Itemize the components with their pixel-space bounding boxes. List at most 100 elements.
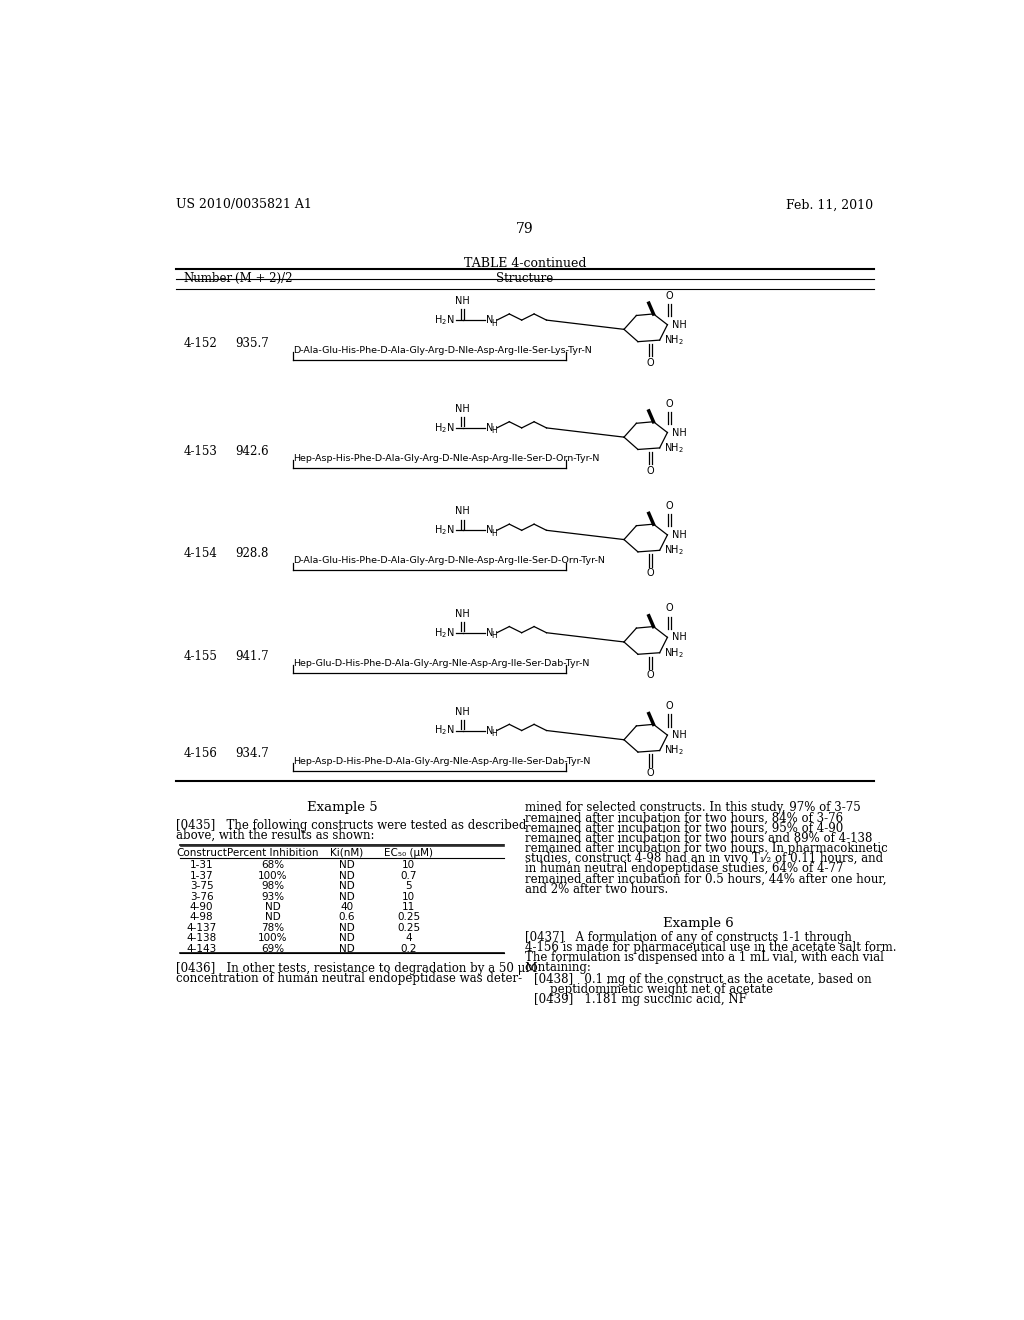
Text: peptidomimetic weight net of acetate: peptidomimetic weight net of acetate bbox=[550, 983, 772, 997]
Text: 93%: 93% bbox=[261, 891, 285, 902]
Text: above, with the results as shown:: above, with the results as shown: bbox=[176, 829, 375, 842]
Text: [0439]   1.181 mg succinic acid, NF: [0439] 1.181 mg succinic acid, NF bbox=[535, 993, 746, 1006]
Text: N: N bbox=[486, 525, 494, 536]
Text: containing:: containing: bbox=[524, 961, 592, 974]
Text: [0438]   0.1 mg of the construct as the acetate, based on: [0438] 0.1 mg of the construct as the ac… bbox=[535, 973, 871, 986]
Text: 3-76: 3-76 bbox=[189, 891, 213, 902]
Text: EC₅₀ (μM): EC₅₀ (μM) bbox=[384, 847, 433, 858]
Text: O: O bbox=[646, 671, 654, 680]
Text: H: H bbox=[492, 529, 498, 537]
Text: 100%: 100% bbox=[258, 871, 288, 880]
Text: studies, construct 4-98 had an in vivo T₁⁄₂ of 0.11 hours, and: studies, construct 4-98 had an in vivo T… bbox=[524, 853, 883, 865]
Text: O: O bbox=[646, 466, 654, 475]
Text: Hep-Asp-D-His-Phe-D-Ala-Gly-Arg-Nle-Asp-Arg-Ile-Ser-Dab-Tyr-N: Hep-Asp-D-His-Phe-D-Ala-Gly-Arg-Nle-Asp-… bbox=[293, 756, 591, 766]
Text: remained after incubation for two hours, 95% of 4-90: remained after incubation for two hours,… bbox=[524, 821, 843, 834]
Text: 4-154: 4-154 bbox=[183, 548, 218, 560]
Text: 5: 5 bbox=[406, 882, 412, 891]
Text: H: H bbox=[492, 426, 498, 436]
Text: O: O bbox=[646, 768, 654, 779]
Text: Ki(nM): Ki(nM) bbox=[330, 847, 364, 858]
Text: 4-152: 4-152 bbox=[183, 337, 217, 350]
Text: 4-143: 4-143 bbox=[186, 944, 217, 953]
Text: 0.2: 0.2 bbox=[400, 944, 417, 953]
Text: H: H bbox=[492, 729, 498, 738]
Text: N: N bbox=[486, 422, 494, 433]
Text: D-Ala-Glu-His-Phe-D-Ala-Gly-Arg-D-Nle-Asp-Arg-Ile-Ser-D-Orn-Tyr-N: D-Ala-Glu-His-Phe-D-Ala-Gly-Arg-D-Nle-As… bbox=[293, 557, 605, 565]
Text: 4-137: 4-137 bbox=[186, 923, 217, 933]
Text: ND: ND bbox=[339, 923, 354, 933]
Text: US 2010/0035821 A1: US 2010/0035821 A1 bbox=[176, 198, 312, 211]
Text: ND: ND bbox=[339, 871, 354, 880]
Text: NH$_2$: NH$_2$ bbox=[664, 333, 683, 347]
Text: H$_2$N: H$_2$N bbox=[434, 421, 455, 434]
Text: [0435]   The following constructs were tested as described: [0435] The following constructs were tes… bbox=[176, 818, 526, 832]
Text: Example 6: Example 6 bbox=[663, 917, 734, 929]
Text: NH: NH bbox=[456, 296, 470, 306]
Text: NH: NH bbox=[672, 632, 687, 643]
Text: remained after incubation for two hours, 84% of 3-76: remained after incubation for two hours,… bbox=[524, 812, 843, 825]
Text: NH$_2$: NH$_2$ bbox=[664, 544, 683, 557]
Text: 4-98: 4-98 bbox=[189, 912, 213, 923]
Text: 98%: 98% bbox=[261, 882, 285, 891]
Text: 3-75: 3-75 bbox=[189, 882, 213, 891]
Text: NH: NH bbox=[672, 730, 687, 741]
Text: NH$_2$: NH$_2$ bbox=[664, 743, 683, 758]
Text: ND: ND bbox=[339, 861, 354, 870]
Text: NH$_2$: NH$_2$ bbox=[664, 645, 683, 660]
Text: NH: NH bbox=[456, 507, 470, 516]
Text: 4-153: 4-153 bbox=[183, 445, 218, 458]
Text: in human neutral endopeptidase studies, 64% of 4-77: in human neutral endopeptidase studies, … bbox=[524, 862, 844, 875]
Text: 0.25: 0.25 bbox=[397, 923, 420, 933]
Text: The formulation is dispensed into a 1 mL vial, with each vial: The formulation is dispensed into a 1 mL… bbox=[524, 950, 884, 964]
Text: remained after incubation for two hours and 89% of 4-138: remained after incubation for two hours … bbox=[524, 832, 872, 845]
Text: ND: ND bbox=[339, 933, 354, 942]
Text: NH$_2$: NH$_2$ bbox=[664, 441, 683, 455]
Text: O: O bbox=[666, 502, 674, 511]
Text: 934.7: 934.7 bbox=[234, 747, 268, 760]
Text: (M + 2)/2: (M + 2)/2 bbox=[234, 272, 293, 285]
Text: and 2% after two hours.: and 2% after two hours. bbox=[524, 883, 668, 896]
Text: 10: 10 bbox=[402, 861, 415, 870]
Text: [0437]   A formulation of any of constructs 1-1 through: [0437] A formulation of any of construct… bbox=[524, 931, 852, 944]
Text: mined for selected constructs. In this study, 97% of 3-75: mined for selected constructs. In this s… bbox=[524, 801, 860, 814]
Text: remained after incubation for two hours. In pharmacokinetic: remained after incubation for two hours.… bbox=[524, 842, 888, 855]
Text: ND: ND bbox=[339, 944, 354, 953]
Text: N: N bbox=[486, 726, 494, 735]
Text: O: O bbox=[646, 568, 654, 578]
Text: 928.8: 928.8 bbox=[234, 548, 268, 560]
Text: 0.25: 0.25 bbox=[397, 912, 420, 923]
Text: 1-31: 1-31 bbox=[189, 861, 213, 870]
Text: Hep-Glu-D-His-Phe-D-Ala-Gly-Arg-Nle-Asp-Arg-Ile-Ser-Dab-Tyr-N: Hep-Glu-D-His-Phe-D-Ala-Gly-Arg-Nle-Asp-… bbox=[293, 659, 590, 668]
Text: 942.6: 942.6 bbox=[234, 445, 268, 458]
Text: Hep-Asp-His-Phe-D-Ala-Gly-Arg-D-Nle-Asp-Arg-Ile-Ser-D-Orn-Tyr-N: Hep-Asp-His-Phe-D-Ala-Gly-Arg-D-Nle-Asp-… bbox=[293, 454, 599, 463]
Text: Structure: Structure bbox=[497, 272, 553, 285]
Text: 10: 10 bbox=[402, 891, 415, 902]
Text: 4-138: 4-138 bbox=[186, 933, 217, 942]
Text: 0.7: 0.7 bbox=[400, 871, 417, 880]
Text: NH: NH bbox=[456, 609, 470, 619]
Text: N: N bbox=[486, 628, 494, 638]
Text: N: N bbox=[486, 315, 494, 325]
Text: H: H bbox=[492, 318, 498, 327]
Text: 68%: 68% bbox=[261, 861, 285, 870]
Text: O: O bbox=[666, 399, 674, 409]
Text: 79: 79 bbox=[516, 222, 534, 235]
Text: O: O bbox=[666, 290, 674, 301]
Text: H$_2$N: H$_2$N bbox=[434, 626, 455, 640]
Text: NH: NH bbox=[456, 706, 470, 717]
Text: 78%: 78% bbox=[261, 923, 285, 933]
Text: H$_2$N: H$_2$N bbox=[434, 524, 455, 537]
Text: Percent Inhibition: Percent Inhibition bbox=[227, 847, 318, 858]
Text: 4-155: 4-155 bbox=[183, 649, 218, 663]
Text: H: H bbox=[492, 631, 498, 640]
Text: 0.6: 0.6 bbox=[338, 912, 354, 923]
Text: ND: ND bbox=[339, 882, 354, 891]
Text: H$_2$N: H$_2$N bbox=[434, 313, 455, 327]
Text: ND: ND bbox=[339, 891, 354, 902]
Text: 4: 4 bbox=[406, 933, 412, 942]
Text: NH: NH bbox=[672, 428, 687, 437]
Text: Number: Number bbox=[183, 272, 232, 285]
Text: ND: ND bbox=[265, 902, 281, 912]
Text: Feb. 11, 2010: Feb. 11, 2010 bbox=[786, 198, 873, 211]
Text: TABLE 4-continued: TABLE 4-continued bbox=[464, 257, 586, 271]
